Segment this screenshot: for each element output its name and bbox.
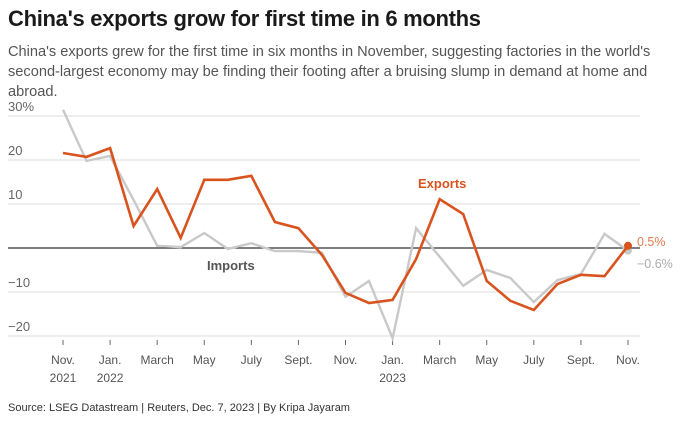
x-tick-label: Nov. xyxy=(51,353,75,367)
x-tick-label: July xyxy=(523,353,544,367)
chart-subtitle: China's exports grew for the first time … xyxy=(8,44,651,100)
x-tick-label: Nov. xyxy=(616,353,640,367)
x-tick-label: March xyxy=(140,353,173,367)
y-tick-label: 10 xyxy=(8,187,22,202)
y-tick-label: 30% xyxy=(8,99,34,114)
x-tick-label: Jan. xyxy=(99,353,122,367)
end-marker-exports xyxy=(624,241,632,250)
chart-title: China's exports grow for first time in 6… xyxy=(8,6,481,31)
series-line-exports xyxy=(62,146,630,312)
x-tick-label: Nov. xyxy=(334,353,358,367)
x-tick-label: July xyxy=(241,353,262,367)
x-tick-label: Sept. xyxy=(567,353,595,367)
x-tick-label: March xyxy=(423,353,456,367)
source-note: Source: LSEG Datastream | Reuters, Dec. … xyxy=(8,402,350,414)
x-tick-label: May xyxy=(475,353,498,367)
y-tick-label: 20 xyxy=(8,143,22,158)
y-tick-label: −20 xyxy=(8,319,30,334)
x-tick-label: Jan. xyxy=(381,353,404,367)
x-tick-year: 2023 xyxy=(379,371,406,385)
x-tick-label: May xyxy=(193,353,216,367)
end-label-imports: −0.6% xyxy=(637,257,673,271)
x-tick-label: Sept. xyxy=(284,353,312,367)
series-line-imports xyxy=(61,109,629,343)
end-label-exports: 0.5% xyxy=(637,235,666,249)
series-label-exports: Exports xyxy=(418,176,466,191)
series-label-imports: Imports xyxy=(207,258,255,273)
x-tick-year: 2022 xyxy=(97,371,124,385)
x-tick-year: 2021 xyxy=(50,371,77,385)
y-tick-label: −10 xyxy=(8,275,30,290)
